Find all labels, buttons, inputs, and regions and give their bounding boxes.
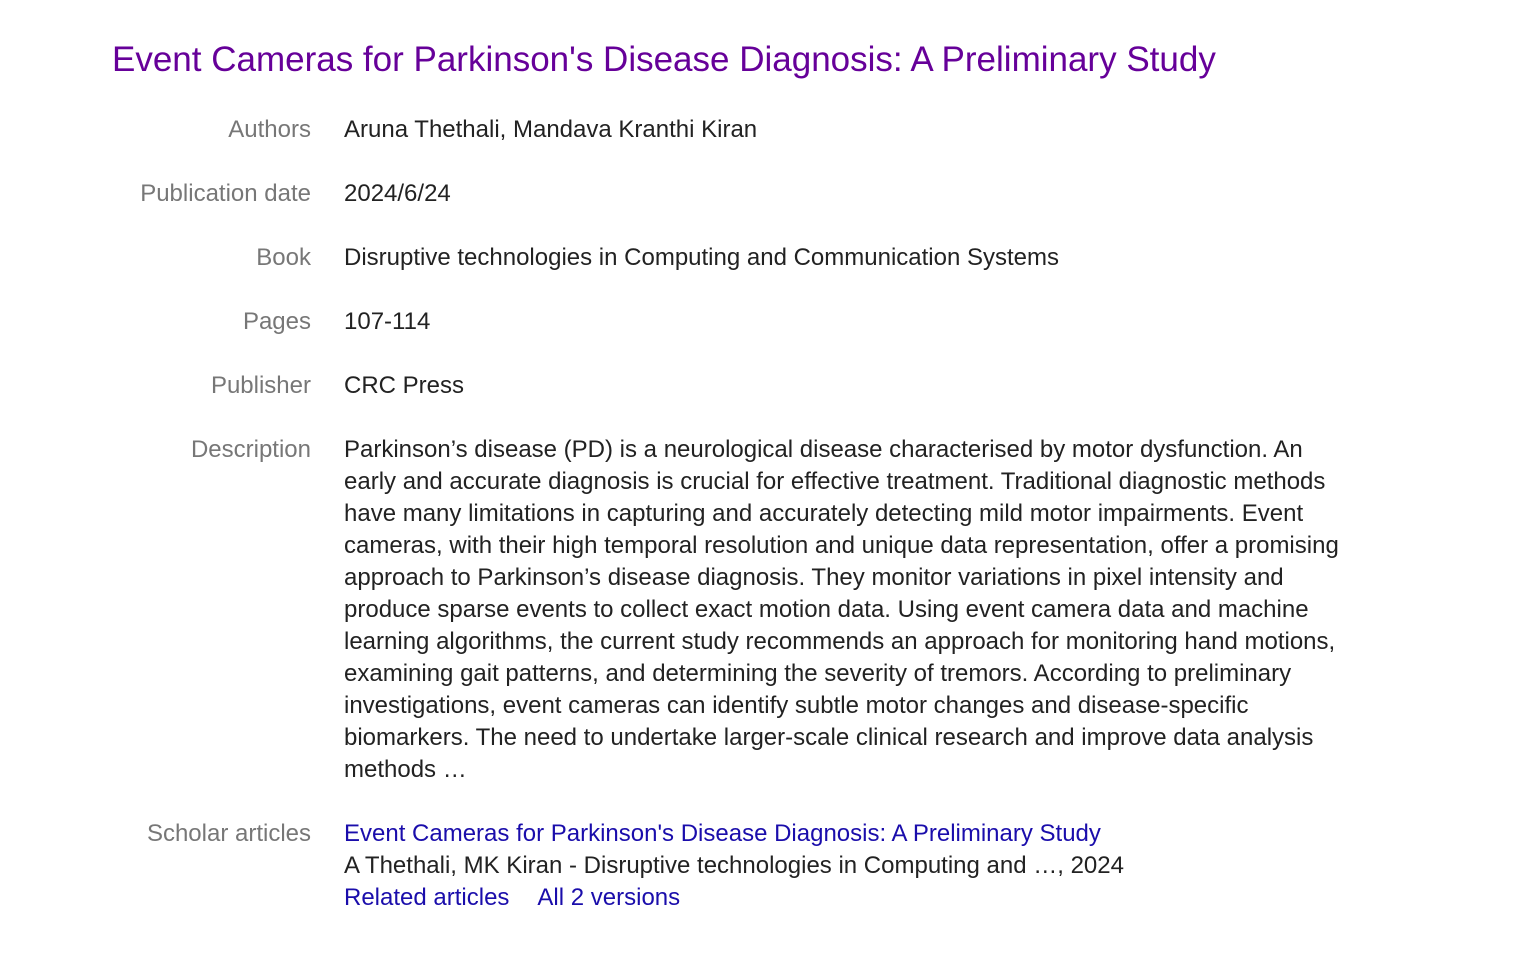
field-value: 2024/6/24	[344, 180, 451, 207]
description-text: Parkinson’s disease (PD) is a neurologic…	[344, 436, 1339, 783]
field-book: Book Disruptive technologies in Computin…	[0, 242, 1354, 274]
field-scholar-articles: Scholar articles Event Cameras for Parki…	[0, 818, 1354, 914]
related-articles-link[interactable]: Related articles	[344, 884, 510, 911]
field-pages: Pages 107-114	[0, 306, 1354, 338]
field-authors: Authors Aruna Thethali, Mandava Kranthi …	[0, 114, 1354, 146]
field-value: Aruna Thethali, Mandava Kranthi Kiran	[344, 116, 758, 143]
field-label: Publication date	[140, 180, 311, 207]
scholar-article-link[interactable]: Event Cameras for Parkinson's Disease Di…	[344, 820, 1101, 847]
field-value: Disruptive technologies in Computing and…	[344, 244, 1060, 271]
field-label: Book	[256, 244, 311, 271]
field-label: Description	[190, 436, 311, 463]
field-label: Scholar articles	[146, 820, 311, 847]
field-description: Description Parkinson’s disease (PD) is …	[0, 434, 1354, 786]
field-value: CRC Press	[344, 372, 465, 399]
field-label: Authors	[228, 116, 311, 143]
field-publication-date: Publication date 2024/6/24	[0, 178, 1354, 210]
all-versions-link[interactable]: All 2 versions	[537, 884, 681, 911]
metadata-table: Authors Aruna Thethali, Mandava Kranthi …	[0, 114, 1354, 946]
scholar-citation: A Thethali, MK Kiran - Disruptive techno…	[344, 852, 1124, 879]
field-label: Pages	[242, 308, 311, 335]
article-title-link[interactable]: Event Cameras for Parkinson's Disease Di…	[112, 40, 1216, 79]
scholar-entry: Event Cameras for Parkinson's Disease Di…	[344, 818, 1354, 914]
field-label: Publisher	[210, 372, 311, 399]
field-value: 107-114	[344, 308, 431, 335]
field-publisher: Publisher CRC Press	[0, 370, 1354, 402]
